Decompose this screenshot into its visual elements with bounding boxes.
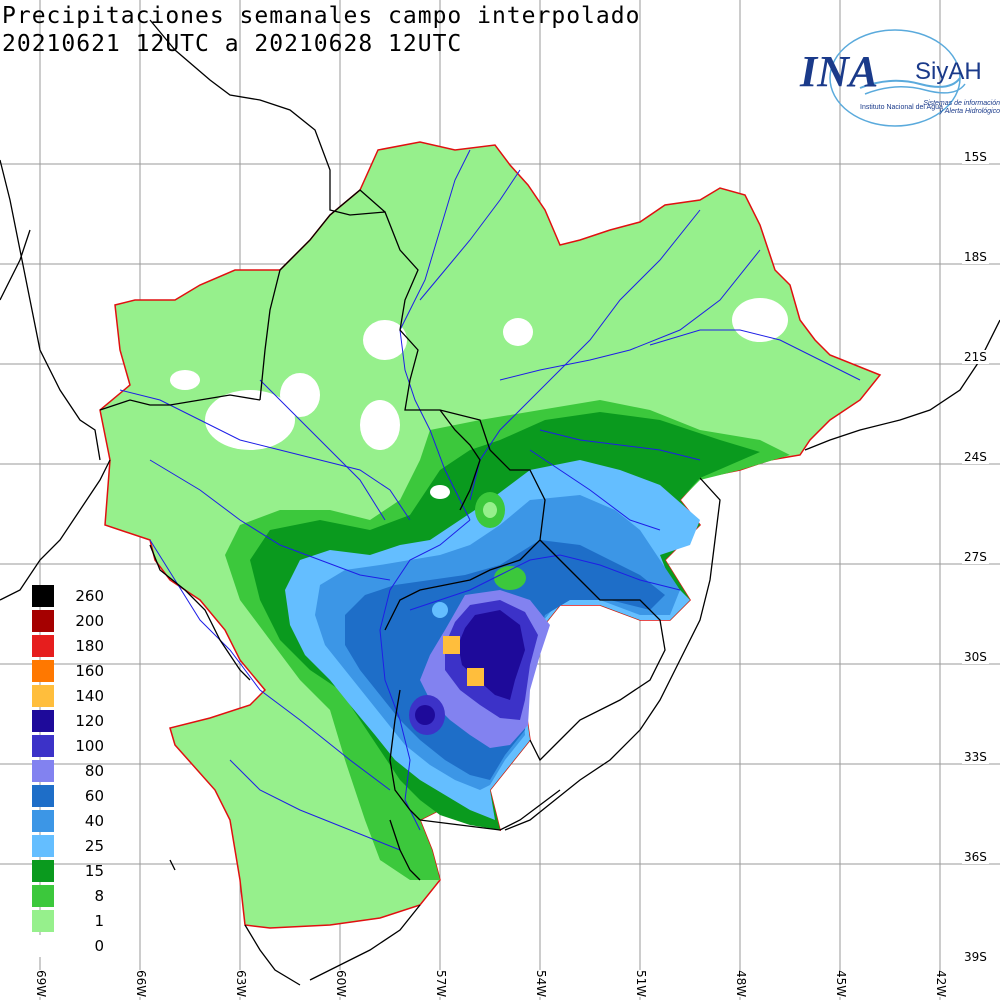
legend-swatch bbox=[32, 835, 54, 857]
legend-entry: 60 bbox=[32, 785, 112, 810]
latitude-label: 27S bbox=[962, 550, 989, 564]
legend-entry: 8 bbox=[32, 885, 112, 910]
legend-label: 15 bbox=[84, 862, 104, 880]
logo-ina-text: INA bbox=[800, 47, 879, 96]
borders bbox=[0, 19, 1000, 986]
legend-label: 0 bbox=[94, 937, 104, 955]
longitude-label: 63W bbox=[234, 970, 248, 998]
longitude-label: 60W bbox=[334, 970, 348, 998]
legend-label: 40 bbox=[84, 812, 104, 830]
legend-label: 1 bbox=[94, 912, 104, 930]
legend-swatch bbox=[32, 810, 54, 832]
legend-swatch bbox=[32, 710, 54, 732]
rivers bbox=[119, 149, 861, 851]
longitude-label: 69W bbox=[34, 970, 48, 998]
legend-label: 180 bbox=[75, 637, 104, 655]
legend-swatch bbox=[32, 585, 54, 607]
legend-label: 60 bbox=[84, 787, 104, 805]
logo-institute-text: Instituto Nacional del Agua bbox=[860, 104, 943, 111]
map-date-range: 20210621 12UTC a 20210628 12UTC bbox=[2, 31, 463, 57]
latitude-label: 24S bbox=[962, 450, 989, 464]
latitude-label: 33S bbox=[962, 750, 989, 764]
legend-entry: 160 bbox=[32, 660, 112, 685]
longitude-label: 57W bbox=[434, 970, 448, 998]
longitude-label: 66W bbox=[134, 970, 148, 998]
latitude-label: 15S bbox=[962, 150, 989, 164]
logo-siyah-text: SiyAH bbox=[915, 58, 982, 85]
legend-swatch bbox=[32, 660, 54, 682]
precipitation-field bbox=[99, 141, 882, 929]
legend-label: 260 bbox=[75, 587, 104, 605]
legend-swatch bbox=[32, 610, 54, 632]
longitude-label: 48W bbox=[734, 970, 748, 998]
longitude-label: 51W bbox=[634, 970, 648, 998]
legend-label: 100 bbox=[75, 737, 104, 755]
latitude-label: 39S bbox=[962, 950, 989, 964]
longitude-label: 54W bbox=[534, 970, 548, 998]
legend-label: 120 bbox=[75, 712, 104, 730]
legend-entry: 0 bbox=[32, 935, 112, 960]
legend-swatch bbox=[32, 860, 54, 882]
legend-entry: 15 bbox=[32, 860, 112, 885]
legend-entry: 40 bbox=[32, 810, 112, 835]
legend-entry: 260 bbox=[32, 585, 112, 610]
legend-entry: 120 bbox=[32, 710, 112, 735]
legend-swatch bbox=[32, 735, 54, 757]
legend-label: 8 bbox=[94, 887, 104, 905]
legend-swatch bbox=[32, 935, 54, 957]
legend-swatch bbox=[32, 885, 54, 907]
basin-fill-120mm bbox=[458, 610, 525, 700]
legend-swatch bbox=[32, 760, 54, 782]
latitude-label: 18S bbox=[962, 250, 989, 264]
legend-label: 25 bbox=[84, 837, 104, 855]
latitude-label: 30S bbox=[962, 650, 989, 664]
ina-siyah-logo: INA SiyAH Instituto Nacional del Agua Si… bbox=[790, 28, 1000, 138]
precipitation-legend: 260 200 180 160 140 120 100 80 60 40 25 15 8 1 0 bbox=[32, 585, 112, 960]
legend-label: 160 bbox=[75, 662, 104, 680]
legend-entry: 1 bbox=[32, 910, 112, 935]
longitude-label: 45W bbox=[834, 970, 848, 998]
legend-swatch bbox=[32, 910, 54, 932]
legend-entry: 100 bbox=[32, 735, 112, 760]
legend-entry: 140 bbox=[32, 685, 112, 710]
legend-entry: 80 bbox=[32, 760, 112, 785]
legend-entry: 25 bbox=[32, 835, 112, 860]
legend-swatch bbox=[32, 785, 54, 807]
basin-fill-140mm-a bbox=[443, 636, 460, 654]
legend-swatch bbox=[32, 685, 54, 707]
map-title: Precipitaciones semanales campo interpol… bbox=[2, 3, 641, 29]
legend-label: 140 bbox=[75, 687, 104, 705]
longitude-label: 42W bbox=[934, 970, 948, 998]
latitude-label: 36S bbox=[962, 850, 989, 864]
legend-entry: 180 bbox=[32, 635, 112, 660]
logo-system-text: Sistemas de información y Alerta Hidrológ… bbox=[923, 100, 1000, 115]
legend-swatch bbox=[32, 635, 54, 657]
latitude-label: 21S bbox=[962, 350, 989, 364]
legend-entry: 200 bbox=[32, 610, 112, 635]
legend-label: 200 bbox=[75, 612, 104, 630]
legend-label: 80 bbox=[84, 762, 104, 780]
basin-fill-140mm-b bbox=[467, 668, 484, 686]
